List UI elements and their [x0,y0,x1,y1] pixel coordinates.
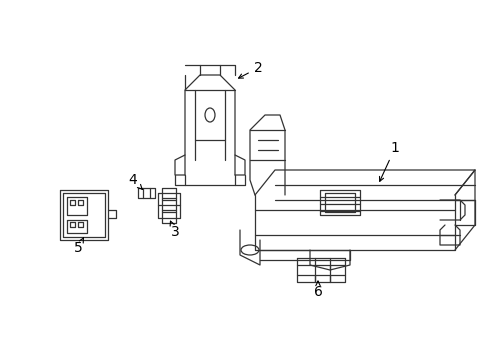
Text: 6: 6 [313,281,322,299]
Text: 4: 4 [128,173,142,189]
Text: 2: 2 [238,61,262,78]
Text: 3: 3 [170,221,179,239]
Text: 5: 5 [74,238,83,255]
Text: 1: 1 [379,141,399,181]
